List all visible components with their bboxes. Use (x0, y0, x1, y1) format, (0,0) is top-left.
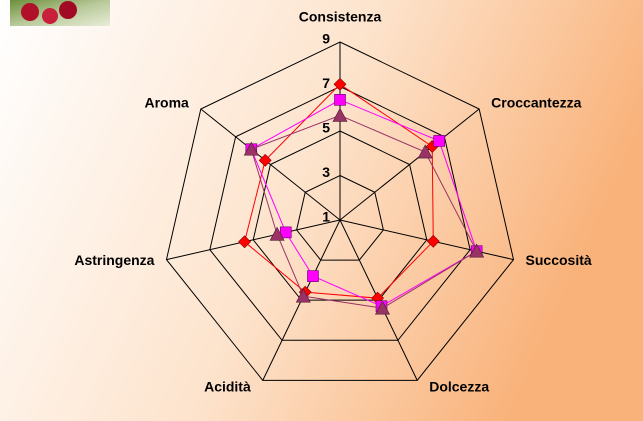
category-label: Acidità (204, 378, 251, 394)
category-label: Succosità (526, 252, 592, 268)
category-label: Astringenza (74, 252, 154, 268)
photo (10, 0, 110, 26)
category-label: Consistenza (299, 9, 382, 25)
tick-label: 9 (322, 31, 330, 47)
marker (335, 94, 346, 105)
chart: Consistenza Croccantezza Succosità Dolcezza… (0, 0, 643, 421)
marker (307, 271, 318, 282)
tick-label: 7 (322, 75, 330, 91)
category-label: Croccantezza (491, 95, 581, 111)
category-label: Aroma (144, 95, 189, 111)
marker (434, 135, 445, 146)
category-label: Dolcezza (429, 378, 489, 394)
tick-label: 1 (322, 209, 330, 225)
tick-label: 3 (322, 164, 330, 180)
